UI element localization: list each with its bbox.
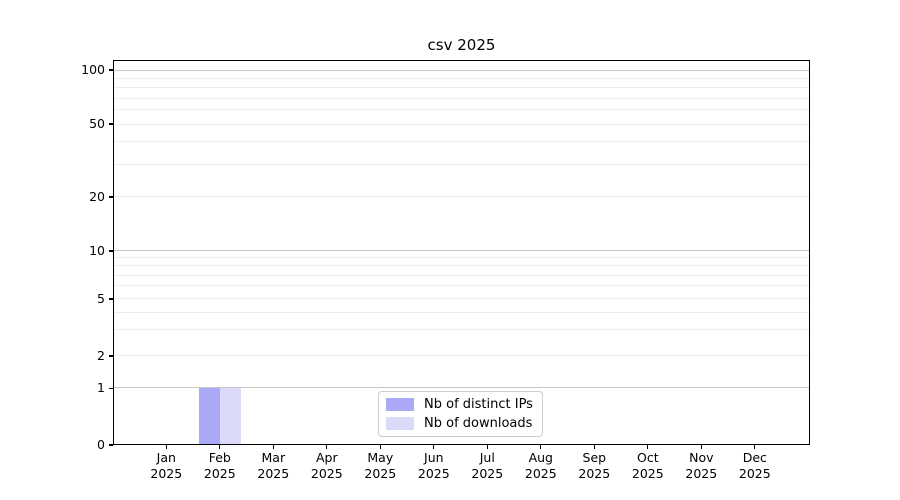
x-tick-month-oct: Oct xyxy=(636,450,659,465)
legend: Nb of distinct IPs Nb of downloads xyxy=(378,391,543,437)
x-tick-year-nov: 2025 xyxy=(685,465,718,481)
y-tick-mark-100 xyxy=(109,69,113,71)
x-tick-year-feb: 2025 xyxy=(203,465,236,481)
y-tick-mark-50 xyxy=(109,123,113,125)
gridline-y-6 xyxy=(114,285,809,287)
x-tick-year-may: 2025 xyxy=(364,465,397,481)
x-tick-mark-jan xyxy=(165,445,167,449)
y-tick-label-10: 10 xyxy=(89,243,105,258)
x-tick-month-nov: Nov xyxy=(689,450,714,465)
x-tick-month-jun: Jun xyxy=(424,450,444,465)
gridline-y-70 xyxy=(114,97,809,99)
gridline-y-60 xyxy=(114,109,809,111)
y-tick-label-20: 20 xyxy=(89,189,105,205)
x-tick-label-jan: Jan 2025 xyxy=(135,450,197,481)
x-tick-year-apr: 2025 xyxy=(310,465,343,481)
x-tick-label-apr: Apr 2025 xyxy=(296,450,358,481)
legend-label-nb-of-distinct-ips: Nb of distinct IPs xyxy=(424,397,533,412)
x-tick-mark-sep xyxy=(593,445,595,449)
x-tick-label-nov: Nov 2025 xyxy=(670,450,732,481)
gridline-y-8 xyxy=(114,265,809,267)
x-tick-label-dec: Dec 2025 xyxy=(724,450,786,481)
x-tick-year-mar: 2025 xyxy=(257,465,290,481)
x-tick-label-mar: Mar 2025 xyxy=(242,450,304,481)
x-tick-mark-may xyxy=(379,445,381,449)
gridline-y-80 xyxy=(114,87,809,89)
x-tick-label-aug: Aug 2025 xyxy=(510,450,572,481)
y-tick-label-2: 2 xyxy=(97,348,105,364)
y-tick-mark-20 xyxy=(109,196,113,198)
x-tick-month-sep: Sep xyxy=(582,450,607,465)
x-tick-year-oct: 2025 xyxy=(631,465,664,481)
gridline-y-2 xyxy=(114,354,809,356)
gridline-y-4 xyxy=(114,311,809,313)
gridline-y-90 xyxy=(114,78,809,79)
gridline-y-20 xyxy=(114,196,809,198)
x-tick-mark-apr xyxy=(326,445,328,449)
x-tick-mark-jul xyxy=(486,445,488,449)
y-tick-mark-10 xyxy=(109,250,113,252)
legend-item-nb-of-distinct-ips: Nb of distinct IPs xyxy=(386,397,533,412)
gridline-y-9 xyxy=(114,257,809,259)
x-tick-mark-feb xyxy=(219,445,221,449)
x-tick-year-sep: 2025 xyxy=(578,465,611,481)
x-tick-label-feb: Feb 2025 xyxy=(189,450,251,481)
gridline-y-100 xyxy=(114,70,809,71)
y-tick-label-100: 100 xyxy=(81,62,105,77)
x-tick-year-jul: 2025 xyxy=(471,465,504,481)
y-tick-label-1: 1 xyxy=(97,380,105,396)
x-tick-month-dec: Dec xyxy=(742,450,767,465)
plot-area xyxy=(113,60,810,445)
x-tick-month-may: May xyxy=(367,450,394,465)
x-tick-mark-aug xyxy=(540,445,542,449)
legend-label-nb-of-downloads: Nb of downloads xyxy=(424,416,533,431)
y-tick-mark-0 xyxy=(109,444,113,446)
x-tick-label-sep: Sep 2025 xyxy=(563,450,625,481)
legend-swatch-nb-of-downloads-icon xyxy=(386,417,414,430)
x-tick-mark-mar xyxy=(272,445,274,449)
gridline-y-10 xyxy=(114,250,809,251)
x-tick-year-aug: 2025 xyxy=(524,465,557,481)
gridline-y-3 xyxy=(114,329,809,331)
x-tick-month-mar: Mar xyxy=(261,450,286,465)
x-tick-year-dec: 2025 xyxy=(738,465,771,481)
gridline-y-5 xyxy=(114,297,809,299)
x-tick-mark-jun xyxy=(433,445,435,449)
x-tick-year-jan: 2025 xyxy=(150,465,183,481)
x-tick-mark-oct xyxy=(647,445,649,449)
x-tick-month-apr: Apr xyxy=(315,450,338,465)
x-tick-mark-nov xyxy=(700,445,702,449)
legend-swatch-nb-of-distinct-ips-icon xyxy=(386,398,414,411)
y-tick-label-0: 0 xyxy=(97,437,105,452)
gridline-y-1 xyxy=(114,386,809,388)
y-tick-mark-5 xyxy=(109,298,113,300)
chart-title: csv 2025 xyxy=(427,36,496,54)
x-tick-month-jan: Jan xyxy=(156,450,176,465)
legend-item-nb-of-downloads: Nb of downloads xyxy=(386,416,533,431)
y-tick-mark-2 xyxy=(109,355,113,357)
bar-nb-of-downloads-feb-2025 xyxy=(219,387,241,444)
x-tick-mark-dec xyxy=(754,445,756,449)
x-tick-label-jul: Jul 2025 xyxy=(456,450,518,481)
gridline-y-30 xyxy=(114,164,809,166)
x-tick-month-feb: Feb xyxy=(208,450,231,465)
x-tick-label-jun: Jun 2025 xyxy=(403,450,465,481)
gridline-y-40 xyxy=(114,141,809,143)
x-tick-month-aug: Aug xyxy=(528,450,553,465)
x-tick-label-oct: Oct 2025 xyxy=(617,450,679,481)
gridline-y-50 xyxy=(114,123,809,125)
y-tick-label-50: 50 xyxy=(89,115,105,131)
y-tick-mark-1 xyxy=(109,387,113,390)
y-tick-label-5: 5 xyxy=(97,291,105,307)
gridline-y-7 xyxy=(114,274,809,276)
bar-nb-of-distinct-ips-feb-2025 xyxy=(198,387,220,444)
x-tick-year-jun: 2025 xyxy=(417,465,450,481)
x-tick-month-jul: Jul xyxy=(479,450,495,465)
x-tick-label-may: May 2025 xyxy=(349,450,411,481)
